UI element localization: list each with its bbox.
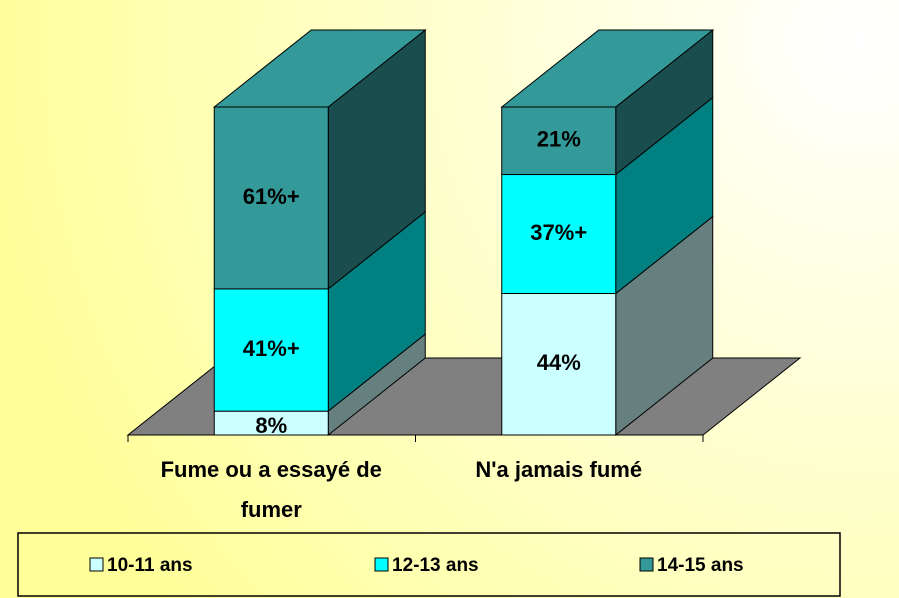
bar: [213, 288, 329, 412]
legend-label: 12-13 ans: [392, 555, 479, 576]
bar-top: [500, 29, 715, 108]
data-label: 61%+: [243, 184, 300, 209]
legend-label: 14-15 ans: [657, 555, 744, 576]
data-label: 44%: [537, 350, 581, 375]
legend-swatch: [374, 557, 389, 572]
bar: [501, 174, 617, 295]
bar: [213, 106, 329, 290]
x-tick-label: Fume ou a essayé de fumer: [160, 457, 382, 522]
data-label: 8%: [255, 413, 287, 438]
legend-swatch: [639, 557, 654, 572]
data-label: 21%: [537, 127, 581, 152]
legend-label: 10-11 ans: [107, 555, 193, 576]
bar-top: [212, 29, 427, 108]
x-tick-label: N'a jamais fumé: [475, 457, 643, 482]
bar: [501, 106, 617, 176]
data-label: 37%+: [530, 220, 587, 245]
legend-swatch: [89, 557, 104, 572]
data-label: 41%+: [243, 336, 300, 361]
legend: [17, 532, 841, 597]
